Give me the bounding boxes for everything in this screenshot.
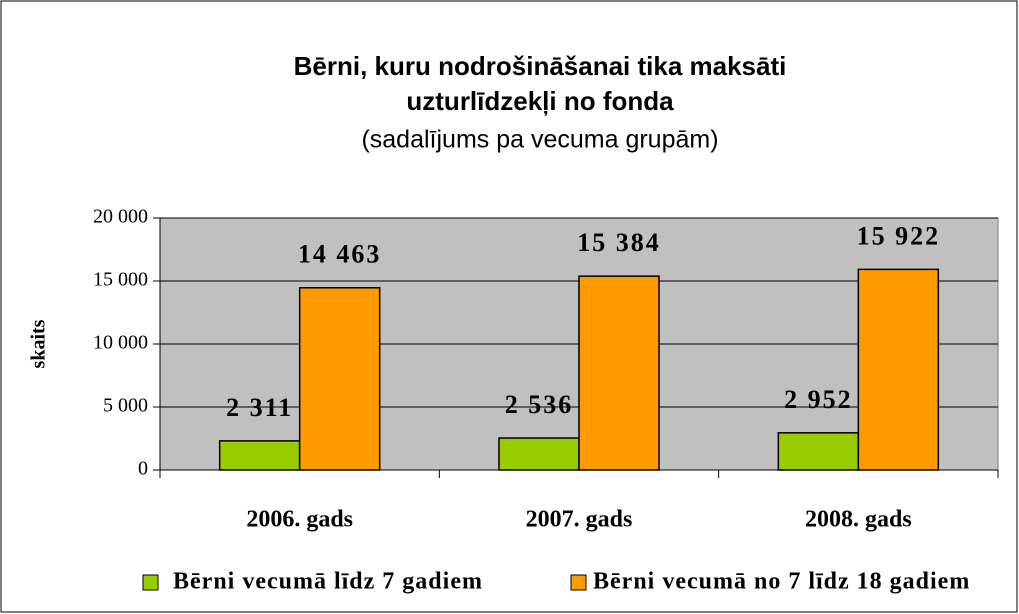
- data-label: 2 952: [784, 385, 853, 414]
- bar: [777, 432, 860, 471]
- legend-swatch: [142, 574, 159, 591]
- chart-title: Bērni, kuru nodrošināšanai tika maksāti: [294, 51, 787, 81]
- data-label: 15 384: [577, 228, 661, 257]
- x-tick-label: 2006. gads: [246, 507, 353, 533]
- legend-label: Bērni vecumā no 7 līdz 18 gadiem: [593, 569, 970, 595]
- y-tick-label: 15 000: [93, 269, 148, 291]
- chart-subtitle: (sadalījums pa vecuma grupām): [361, 126, 718, 154]
- y-tick-label: 0: [138, 458, 148, 480]
- data-label: 2 311: [226, 393, 293, 422]
- legend-swatch: [570, 574, 587, 591]
- bar: [498, 437, 580, 471]
- y-tick-label: 20 000: [93, 206, 148, 228]
- bar: [298, 287, 381, 471]
- legend-label: Bērni vecumā līdz 7 gadiem: [173, 569, 483, 595]
- x-tick-label: 2007. gads: [526, 507, 633, 533]
- y-tick-label: 5 000: [103, 395, 148, 417]
- y-axis-label: skaits: [28, 319, 50, 368]
- data-label: 14 463: [298, 240, 382, 269]
- bar: [857, 268, 940, 471]
- bar: [578, 275, 660, 471]
- bar: [218, 440, 301, 471]
- chart-title: uzturlīdzekļi no fonda: [406, 86, 674, 116]
- data-label: 2 536: [505, 390, 574, 419]
- data-label: 15 922: [857, 221, 941, 250]
- x-tick-label: 2008. gads: [805, 507, 912, 533]
- y-tick-label: 10 000: [93, 332, 148, 354]
